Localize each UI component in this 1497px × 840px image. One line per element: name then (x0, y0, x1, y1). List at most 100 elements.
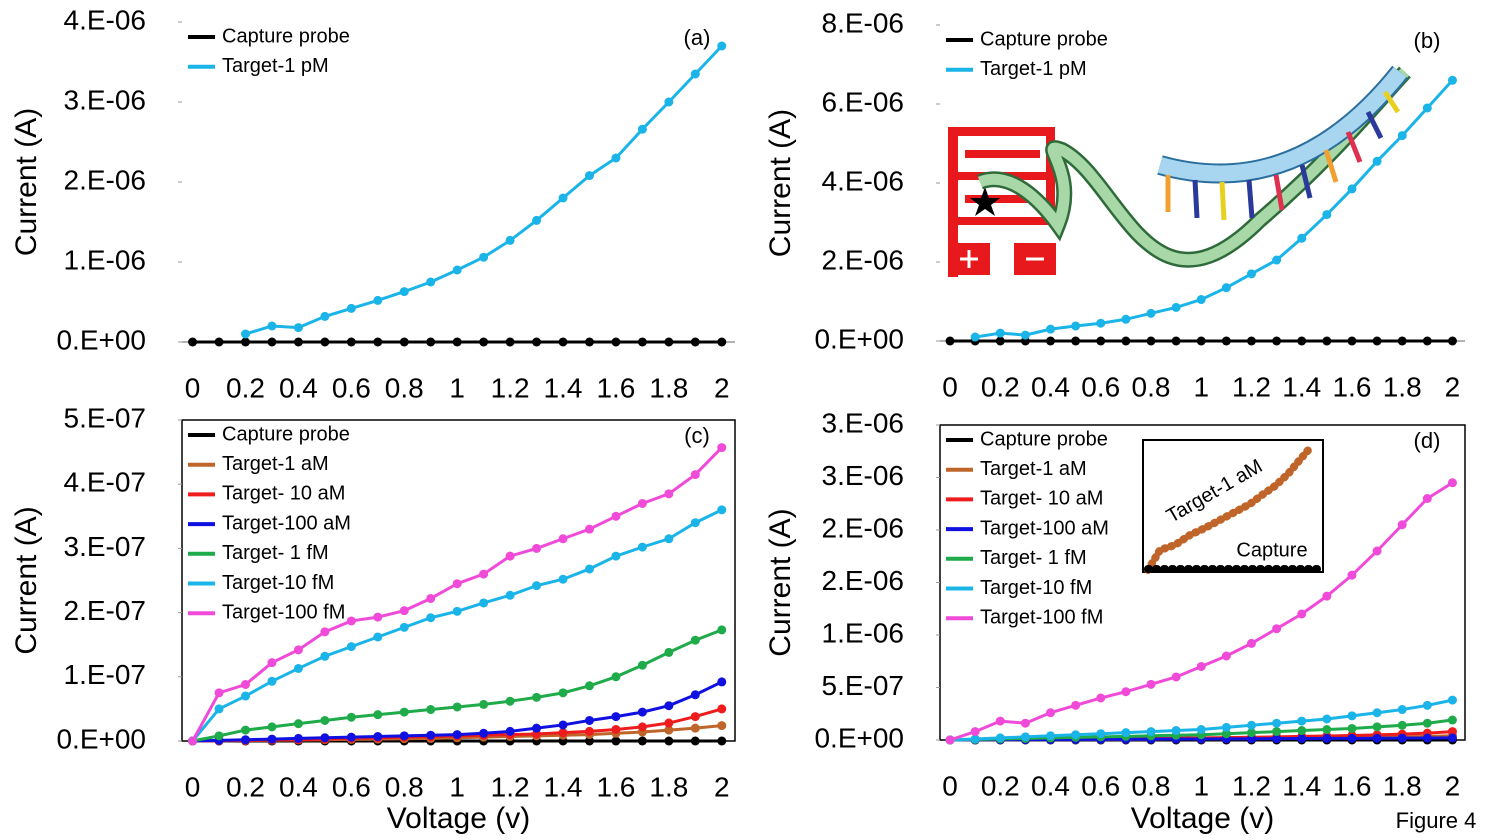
y-axis-label: Current (A) (10, 506, 43, 654)
legend-label: Target-10 fM (222, 572, 334, 594)
data-point (452, 265, 462, 275)
data-point (717, 704, 727, 714)
data-point (1397, 705, 1407, 715)
data-point (1071, 700, 1081, 710)
y-tick-label: 8.E-06 (822, 7, 905, 38)
data-point (1146, 679, 1156, 689)
data-point (584, 681, 594, 691)
x-tick-label: 0.2 (981, 371, 1020, 402)
data-point (1322, 591, 1332, 601)
data-point (267, 658, 277, 668)
y-tick-label: 2.E-06 (822, 565, 905, 596)
data-point (1372, 708, 1382, 718)
data-point (532, 543, 542, 553)
y-tick-label: 5.E-07 (64, 402, 147, 433)
data-point (1422, 336, 1432, 346)
data-point (558, 534, 568, 544)
x-tick-label: 1.8 (649, 372, 688, 403)
data-point (1422, 718, 1432, 728)
data-point (293, 323, 303, 333)
data-point (690, 723, 700, 733)
data-point (532, 581, 542, 591)
x-tick-label: 1.8 (1383, 371, 1422, 402)
data-point (1372, 722, 1382, 732)
data-point (1096, 729, 1106, 739)
data-point (346, 337, 356, 347)
inset-shape (1345, 131, 1363, 163)
data-point (346, 642, 356, 652)
data-point (637, 707, 647, 717)
data-point (1171, 336, 1181, 346)
data-point (1246, 728, 1256, 738)
x-tick-label: 0.8 (1132, 770, 1171, 801)
data-point (611, 736, 621, 746)
data-point (293, 663, 303, 673)
data-point (479, 569, 489, 579)
legend-label: Target-1 aM (980, 458, 1087, 480)
inset-shape (977, 68, 1410, 266)
x-tick-label: 0.6 (1081, 770, 1120, 801)
data-point (1297, 716, 1307, 726)
x-axis-label: Voltage (v) (1131, 802, 1274, 835)
data-point (214, 704, 224, 714)
y-tick-label: 0.E+00 (814, 323, 904, 354)
inset-shape (1157, 67, 1407, 182)
data-point (1397, 720, 1407, 730)
x-tick-label: 0.4 (279, 771, 318, 802)
data-point (346, 616, 356, 626)
legend-label: Capture probe (980, 28, 1108, 50)
data-point (611, 511, 621, 521)
data-point (505, 235, 515, 245)
inset-shape (1299, 164, 1313, 199)
data-point (717, 41, 727, 51)
x-tick-label: 1.4 (544, 372, 583, 403)
data-point (690, 69, 700, 79)
y-tick-label: 1.E-06 (822, 617, 905, 648)
panel-label: (a) (684, 25, 711, 50)
data-point (1121, 687, 1131, 697)
x-tick-label: 2 (714, 372, 730, 403)
data-point (1297, 726, 1307, 736)
inset-shape (1365, 110, 1384, 140)
data-point (241, 680, 251, 690)
data-point (1272, 718, 1282, 728)
y-tick-label: 0.E+00 (56, 324, 146, 355)
data-point (1422, 494, 1432, 503)
data-point (1272, 255, 1282, 265)
panel: 0.E+00 1.E-07 2.E-07 3.E-07 4.E-07 5.E-07 0 0.2… (10, 402, 736, 835)
panel: 0.E+00 2.E-06 4.E-06 6.E-06 8.E-06 0 0.2 0.4 0.6… (764, 7, 1465, 402)
data-point (611, 337, 621, 347)
data-point (1322, 725, 1332, 734)
data-point (1146, 308, 1156, 318)
data-point (399, 337, 409, 347)
y-tick-label: 6.E-06 (822, 86, 905, 117)
data-point (1096, 336, 1106, 346)
data-point (479, 598, 489, 608)
data-point (399, 287, 409, 297)
y-tick-label: 2.E-06 (822, 512, 905, 543)
data-point (452, 606, 462, 616)
y-tick-label: 0.E+00 (56, 723, 146, 754)
x-tick-label: 0 (942, 371, 958, 402)
legend-label: Target- 10 aM (980, 488, 1103, 510)
data-point (505, 726, 515, 736)
inset-shape (1142, 439, 1324, 573)
x-tick-label: 0.8 (1132, 371, 1171, 402)
data-point (558, 720, 568, 730)
x-tick-label: 0.6 (332, 372, 371, 403)
legend-label: Target-100 aM (222, 512, 351, 534)
data-point (1422, 700, 1432, 710)
legend-label: Target- 1 fM (222, 542, 329, 564)
data-point (241, 337, 251, 347)
x-tick-label: 1 (1193, 770, 1209, 801)
data-point (373, 295, 383, 305)
data-point (1196, 725, 1206, 734)
data-point (1447, 715, 1457, 725)
data-point (1297, 336, 1307, 346)
data-point (1272, 727, 1282, 737)
data-point (320, 651, 330, 661)
panel-label: (d) (1414, 428, 1441, 453)
data-point (1221, 336, 1231, 346)
data-point (1447, 336, 1457, 346)
data-point (664, 647, 674, 657)
